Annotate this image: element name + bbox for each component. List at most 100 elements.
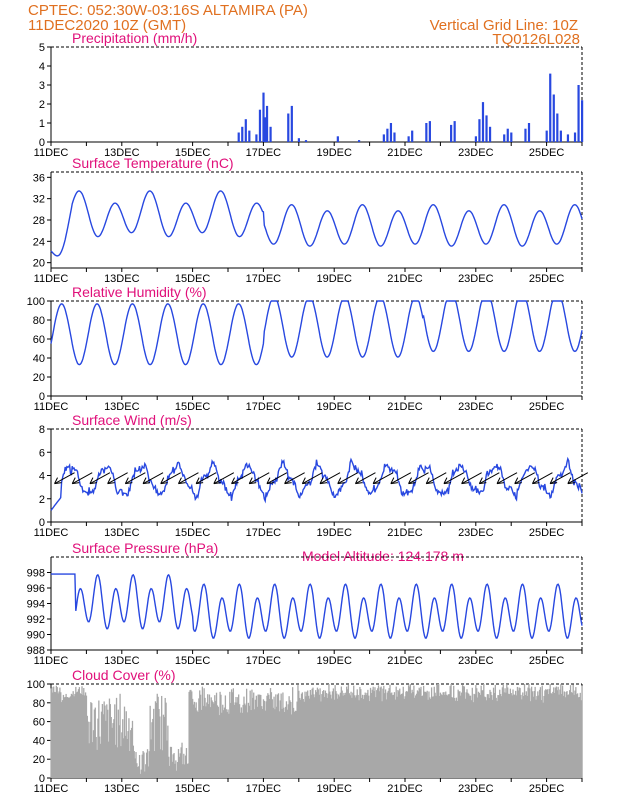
cloud-bar	[436, 684, 438, 778]
x-tick-label: 11DEC	[34, 527, 69, 539]
cloud-bar	[121, 732, 123, 778]
precip-bar	[485, 115, 488, 142]
cloud-bar	[543, 695, 545, 778]
precip-bar	[262, 92, 265, 142]
cloud-bar	[514, 694, 516, 778]
cloud-bar	[386, 692, 388, 778]
y-tick-label: 60	[33, 334, 45, 346]
cloud-bar	[267, 693, 269, 778]
cloud-bar	[495, 697, 497, 778]
cloud-bar	[238, 694, 240, 778]
cloud-bar	[553, 692, 556, 778]
cloud-bar	[444, 694, 446, 778]
panel-rh: Relative Humidity (%) 0 20 40 60 80 100 11DEC 13…	[27, 284, 583, 413]
cloud-bar	[416, 690, 419, 778]
cloud-bar	[395, 686, 397, 778]
cloud-bar	[88, 743, 90, 778]
x-tick-label: 23DEC	[458, 273, 494, 285]
precip-bar	[264, 117, 267, 142]
cloud-bar	[382, 688, 384, 778]
cloud-bar	[75, 686, 77, 778]
cloud-bar	[388, 688, 390, 778]
x-tick-label: 13DEC	[104, 655, 140, 667]
wind-arrow	[443, 472, 465, 485]
cloud-bar	[390, 693, 392, 778]
cloud-bar	[259, 694, 261, 778]
cloud-bar	[498, 695, 500, 778]
cloud-bar	[344, 694, 346, 778]
cloud-bar	[184, 755, 187, 778]
cloud-bar	[119, 693, 121, 778]
x-tick-label: 17DEC	[246, 147, 282, 159]
cloud-bar	[561, 685, 564, 778]
cloud-bar	[69, 696, 72, 778]
cloud-bar	[109, 704, 111, 778]
wind-arrow-head	[461, 477, 469, 485]
cloud-bar	[286, 709, 288, 778]
x-tick-label: 23DEC	[458, 527, 494, 539]
x-tick-label: 17DEC	[246, 655, 282, 667]
cloud-bar	[547, 694, 550, 778]
x-tick-label: 15DEC	[175, 783, 211, 795]
cloud-bar	[349, 695, 351, 778]
cloud-bar	[546, 689, 548, 778]
cloud-bar	[197, 712, 199, 778]
cloud-bar	[454, 700, 457, 778]
cloud-bar	[544, 690, 546, 778]
cloud-bar	[168, 756, 170, 778]
cloud-bar	[404, 696, 406, 778]
x-tick-label: 15DEC	[175, 655, 211, 667]
cloud-bar	[509, 688, 512, 778]
cloud-bar	[230, 702, 232, 778]
cloud-bar	[556, 690, 558, 778]
cloud-bar	[377, 685, 380, 778]
y-tick-label: 40	[33, 735, 45, 747]
cloud-bar	[429, 697, 431, 778]
cloud-bar	[168, 765, 171, 778]
x-tick-label: 23DEC	[458, 401, 494, 413]
cloud-bar	[479, 694, 481, 778]
cloud-bar	[511, 695, 513, 778]
wind-arrow	[195, 472, 217, 485]
cloud-bar	[76, 691, 79, 778]
cloud-bar	[128, 718, 130, 778]
cloud-bar	[506, 684, 508, 778]
cloud-bar	[222, 710, 225, 778]
cloud-bar	[425, 692, 427, 778]
cloud-bar	[361, 694, 364, 778]
y-tick-label: 80	[33, 315, 45, 327]
cloud-bar	[466, 689, 468, 778]
cloud-bar	[422, 685, 425, 778]
cloud-bar	[152, 718, 154, 778]
cloud-bar	[373, 691, 375, 778]
cloud-bar	[469, 695, 472, 778]
cloud-bar	[354, 697, 357, 778]
cloud-bar	[170, 746, 173, 778]
cloud-bar	[60, 692, 62, 778]
cloud-bar	[292, 687, 294, 778]
x-tick-label: 11DEC	[34, 273, 69, 285]
cloud-bar	[185, 748, 188, 778]
y-tick-label: 3	[39, 80, 45, 92]
cloud-bar	[507, 693, 510, 778]
x-tick-label: 15DEC	[175, 147, 211, 159]
cloud-bar	[215, 700, 217, 778]
cloud-bar	[460, 695, 462, 778]
cloud-bar	[526, 695, 528, 778]
precip-bar	[357, 140, 361, 142]
cloud-bar	[114, 704, 116, 778]
cloud-bar	[539, 687, 542, 778]
cloud-bar	[81, 686, 83, 778]
x-tick-label: 21DEC	[387, 783, 423, 795]
wind-arrow-head	[319, 477, 328, 485]
cloud-bar	[512, 689, 514, 778]
cloud-bar	[457, 689, 459, 778]
y-tick-label: 20	[33, 258, 45, 270]
cloud-bar	[523, 684, 526, 778]
cloud-bar	[484, 697, 487, 778]
precip-bar	[552, 94, 555, 142]
cloud-bar	[201, 686, 204, 778]
cloud-bar	[200, 709, 203, 778]
cloud-bar	[356, 689, 358, 778]
